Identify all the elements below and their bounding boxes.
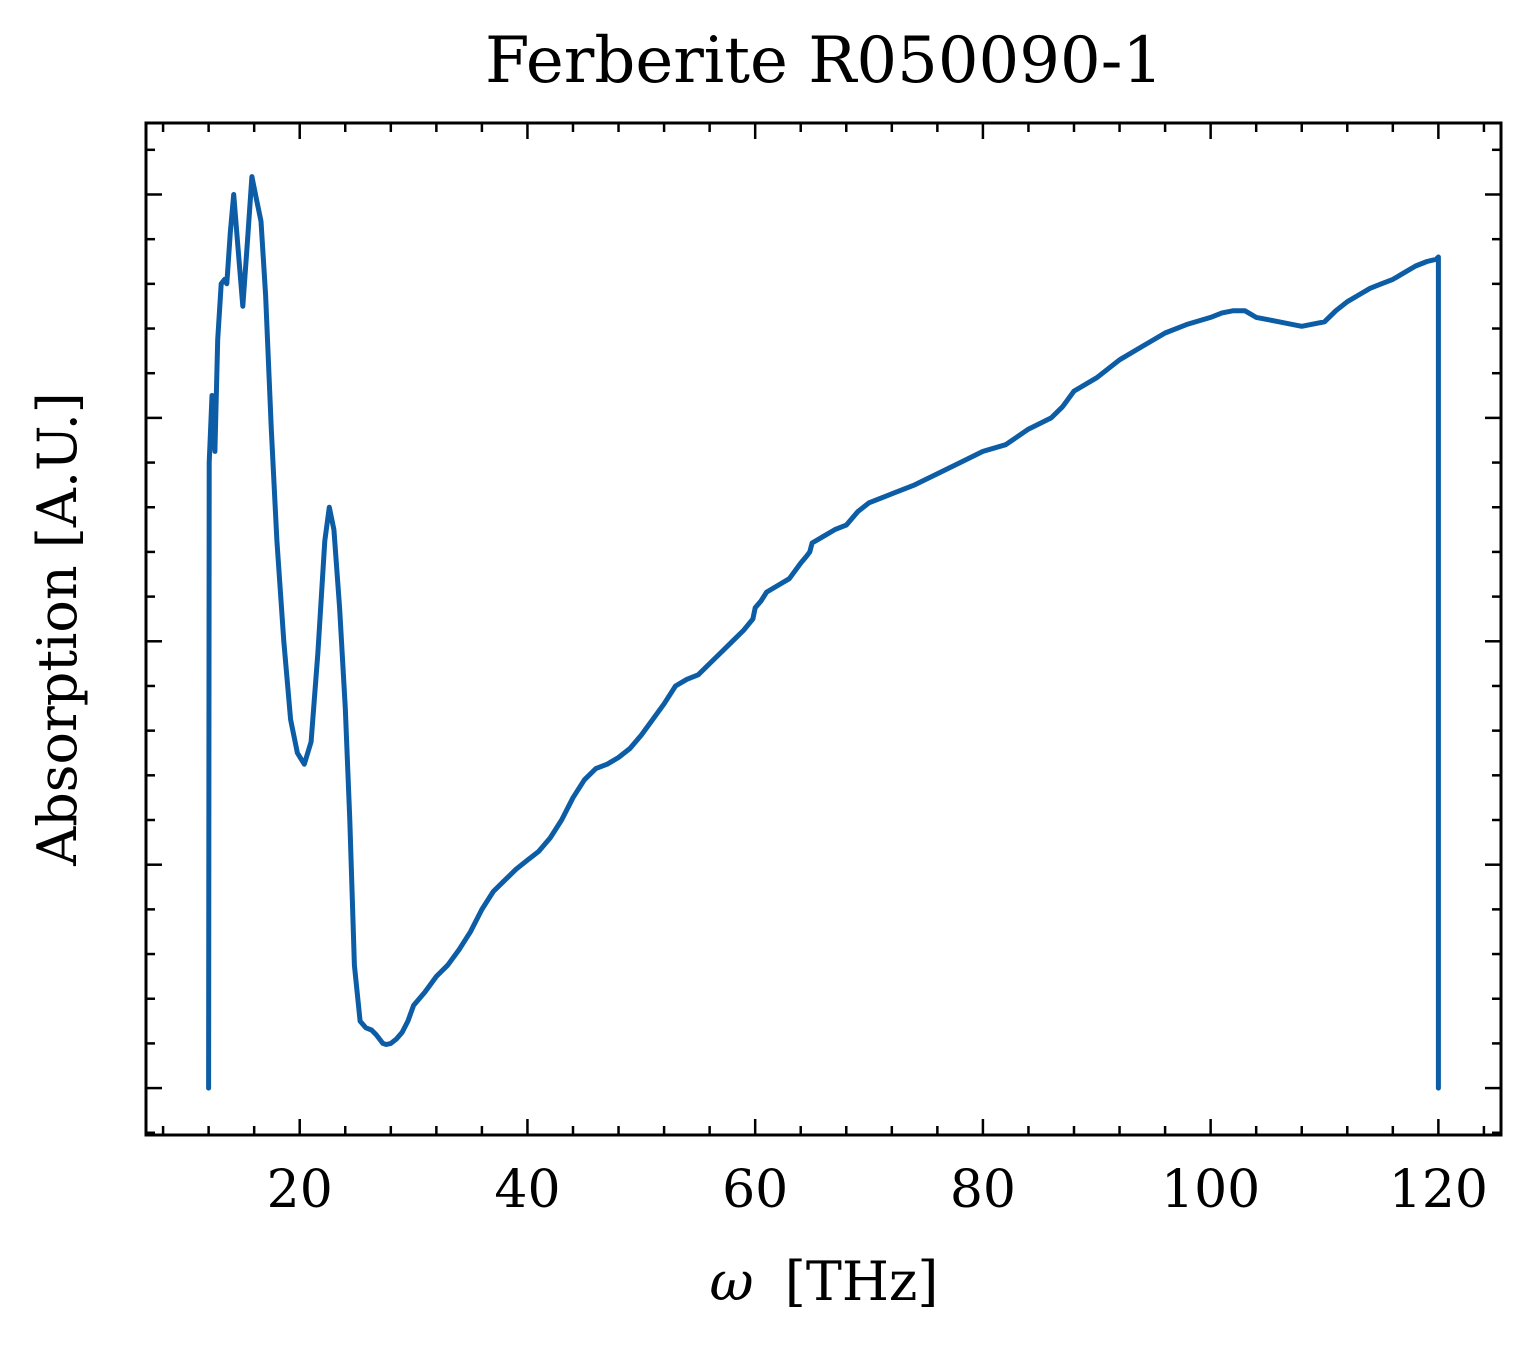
x-axis-label-unit: [THz] bbox=[785, 1250, 939, 1313]
x-axis-ticks bbox=[161, 123, 1486, 1135]
plot-frame bbox=[144, 121, 1503, 1137]
x-tick-label: 100 bbox=[1161, 1160, 1260, 1220]
x-tick-label: 60 bbox=[722, 1160, 788, 1220]
x-tick-label: 40 bbox=[494, 1160, 560, 1220]
series-line-1 bbox=[206, 174, 1441, 1091]
plot-area bbox=[206, 174, 1441, 1091]
y-axis-label: Absorption [A.U.] bbox=[26, 392, 89, 867]
y-axis-ticks bbox=[146, 148, 1501, 1135]
chart-title: Ferberite R050090-1 bbox=[485, 24, 1163, 98]
x-tick-label: 20 bbox=[267, 1160, 333, 1220]
x-axis-label-symbol: ω bbox=[710, 1250, 754, 1313]
x-axis-tick-labels: 20 40 60 80 100 120 bbox=[267, 1160, 1488, 1220]
x-axis-label: ω [THz] bbox=[710, 1250, 939, 1313]
x-tick-label: 120 bbox=[1389, 1160, 1488, 1220]
x-tick-label: 80 bbox=[950, 1160, 1016, 1220]
